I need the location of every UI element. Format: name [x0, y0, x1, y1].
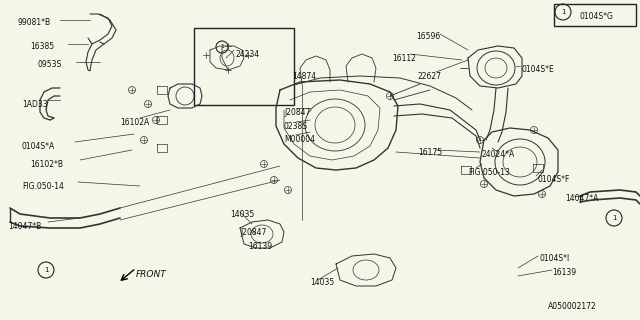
Text: 16102*B: 16102*B — [30, 160, 63, 169]
Text: M00004: M00004 — [284, 135, 315, 144]
Text: 14035: 14035 — [310, 278, 334, 287]
Text: 14874: 14874 — [292, 72, 316, 81]
Text: 0104S*F: 0104S*F — [538, 175, 570, 184]
Text: 16102A: 16102A — [120, 118, 149, 127]
Text: 0238S: 0238S — [284, 122, 308, 131]
Text: FRONT: FRONT — [136, 270, 167, 279]
Text: 0104S*A: 0104S*A — [22, 142, 55, 151]
Text: 14047*A: 14047*A — [565, 194, 598, 203]
Text: 0104S*I: 0104S*I — [540, 254, 570, 263]
Text: 16385: 16385 — [30, 42, 54, 51]
Text: 16175: 16175 — [418, 148, 442, 157]
Text: 1AD33: 1AD33 — [22, 100, 47, 109]
Text: 24234: 24234 — [235, 50, 259, 59]
Text: 14047*B: 14047*B — [8, 222, 41, 231]
Text: 1: 1 — [612, 215, 616, 221]
Text: 14035: 14035 — [230, 210, 254, 219]
Text: 1: 1 — [44, 267, 48, 273]
Text: 22627: 22627 — [418, 72, 442, 81]
Text: 16139: 16139 — [552, 268, 576, 277]
Bar — [554, 4, 636, 26]
Text: 99081*B: 99081*B — [18, 18, 51, 27]
Text: 1: 1 — [561, 9, 565, 15]
Text: 0953S: 0953S — [38, 60, 62, 69]
Text: J20847: J20847 — [284, 108, 310, 117]
Text: 1: 1 — [220, 44, 224, 50]
Text: FIG.050-13: FIG.050-13 — [468, 168, 510, 177]
Text: J20847: J20847 — [240, 228, 266, 237]
Bar — [194, 28, 294, 105]
Text: 0104S*E: 0104S*E — [522, 65, 555, 74]
Text: 24024*A: 24024*A — [482, 150, 515, 159]
Text: 16139: 16139 — [248, 242, 272, 251]
Text: 16596: 16596 — [416, 32, 440, 41]
Text: 16112: 16112 — [392, 54, 416, 63]
Text: 0104S*G: 0104S*G — [580, 12, 614, 21]
Text: FIG.050-14: FIG.050-14 — [22, 182, 64, 191]
Text: A050002172: A050002172 — [548, 302, 596, 311]
